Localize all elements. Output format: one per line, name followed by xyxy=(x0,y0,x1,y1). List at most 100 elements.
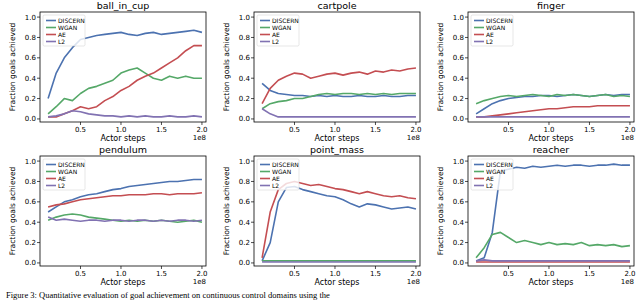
x-scale-label: 1e8 xyxy=(621,278,634,286)
legend-label: DISCERN xyxy=(272,17,299,24)
x-tick-label: 1.5 xyxy=(584,126,595,134)
y-tick-label: 0.0 xyxy=(453,259,464,267)
x-label: Actor steps xyxy=(100,278,145,287)
x-label: Actor steps xyxy=(314,278,359,287)
y-tick xyxy=(465,201,468,202)
y-tick-label: 0.2 xyxy=(25,239,36,247)
x-tick-label: 1.0 xyxy=(543,126,554,134)
y-tick-label: 0.2 xyxy=(453,95,464,103)
legend: DISCERNWGANAEL2 xyxy=(43,15,85,46)
legend: DISCERNWGANAEL2 xyxy=(43,159,85,190)
y-tick xyxy=(251,262,254,263)
plot-area xyxy=(254,12,420,122)
legend-box xyxy=(471,15,513,46)
legend-label: AE xyxy=(486,175,494,182)
legend-swatch xyxy=(474,178,484,180)
legend-label: DISCERN xyxy=(486,17,513,24)
y-tick xyxy=(37,222,40,223)
legend-label: WGAN xyxy=(58,168,77,175)
x-scale-label: 1e8 xyxy=(407,278,420,286)
x-label: Actor steps xyxy=(314,134,359,143)
series-line xyxy=(476,106,630,117)
title: reacher xyxy=(533,144,569,155)
legend-label: WGAN xyxy=(272,168,291,175)
frame xyxy=(468,156,634,266)
legend-box xyxy=(257,159,299,190)
legend-swatch xyxy=(46,41,56,43)
y-tick-label: 0.4 xyxy=(239,75,251,83)
x-tick xyxy=(375,122,376,125)
x-tick-label: 2.0 xyxy=(624,126,635,134)
y-tick-label: 0.6 xyxy=(453,54,465,62)
legend-box xyxy=(257,15,299,46)
x-tick xyxy=(201,266,202,269)
plot-area xyxy=(468,156,634,266)
x-tick xyxy=(375,266,376,269)
legend-label: DISCERN xyxy=(486,161,513,168)
frame xyxy=(254,12,420,122)
x-tick xyxy=(80,122,81,125)
legend-label: L2 xyxy=(58,38,65,45)
frame xyxy=(40,12,206,122)
title: ball_in_cup xyxy=(97,0,150,11)
y-tick xyxy=(37,37,40,38)
x-tick-label: 2.0 xyxy=(196,126,207,134)
y-tick-label: 0.4 xyxy=(25,75,37,83)
legend-swatch xyxy=(474,20,484,22)
y-tick xyxy=(465,118,468,119)
y-tick-label: 0.8 xyxy=(453,178,464,186)
legend-swatch xyxy=(260,27,270,29)
x-scale-label: 1e8 xyxy=(407,134,420,142)
legend-label: L2 xyxy=(272,182,279,189)
panel: 0.00.20.40.60.81.00.51.01.52.01e8Actor s… xyxy=(436,0,636,143)
y-tick xyxy=(465,161,468,162)
x-tick-label: 2.0 xyxy=(410,270,421,278)
y-tick xyxy=(37,242,40,243)
y-label: Fraction goals achieved xyxy=(8,166,17,255)
legend-swatch xyxy=(474,171,484,173)
frame xyxy=(468,12,634,122)
figure: 0.00.20.40.60.81.00.51.01.52.01e8Actor s… xyxy=(0,0,640,302)
y-tick xyxy=(465,78,468,79)
series-line xyxy=(262,109,416,117)
y-tick-label: 0.0 xyxy=(239,115,250,123)
y-tick-label: 0.0 xyxy=(453,115,464,123)
title: cartpole xyxy=(317,0,356,11)
title: point_mass xyxy=(310,144,364,155)
y-tick-label: 0.8 xyxy=(25,34,36,42)
x-tick-label: 0.5 xyxy=(503,270,514,278)
y-tick xyxy=(465,37,468,38)
legend-swatch xyxy=(474,164,484,166)
legend-swatch xyxy=(46,27,56,29)
y-tick xyxy=(465,222,468,223)
y-tick xyxy=(37,17,40,18)
y-tick xyxy=(37,98,40,99)
legend-swatch xyxy=(46,171,56,173)
x-tick xyxy=(508,266,509,269)
legend-swatch xyxy=(260,34,270,36)
y-label: Fraction goals achieved xyxy=(8,22,17,111)
series-line xyxy=(48,217,202,221)
x-tick-label: 1.0 xyxy=(329,126,340,134)
y-label: Fraction goals achieved xyxy=(436,22,445,111)
x-tick xyxy=(415,122,416,125)
series-line xyxy=(476,116,630,118)
legend-swatch xyxy=(260,20,270,22)
y-tick xyxy=(465,17,468,18)
legend-label: WGAN xyxy=(58,24,77,31)
legend-box xyxy=(43,159,85,190)
x-tick xyxy=(334,266,335,269)
legend-swatch xyxy=(474,34,484,36)
y-tick xyxy=(465,181,468,182)
x-tick-label: 1.5 xyxy=(156,126,167,134)
y-tick xyxy=(251,98,254,99)
legend-swatch xyxy=(260,41,270,43)
legend-label: AE xyxy=(486,31,494,38)
legend-box xyxy=(43,15,85,46)
y-tick-label: 0.0 xyxy=(25,259,36,267)
legend-swatch xyxy=(474,27,484,29)
y-tick xyxy=(37,181,40,182)
series-line xyxy=(262,181,416,257)
y-tick-label: 1.0 xyxy=(25,158,36,166)
y-tick-label: 1.0 xyxy=(453,158,464,166)
